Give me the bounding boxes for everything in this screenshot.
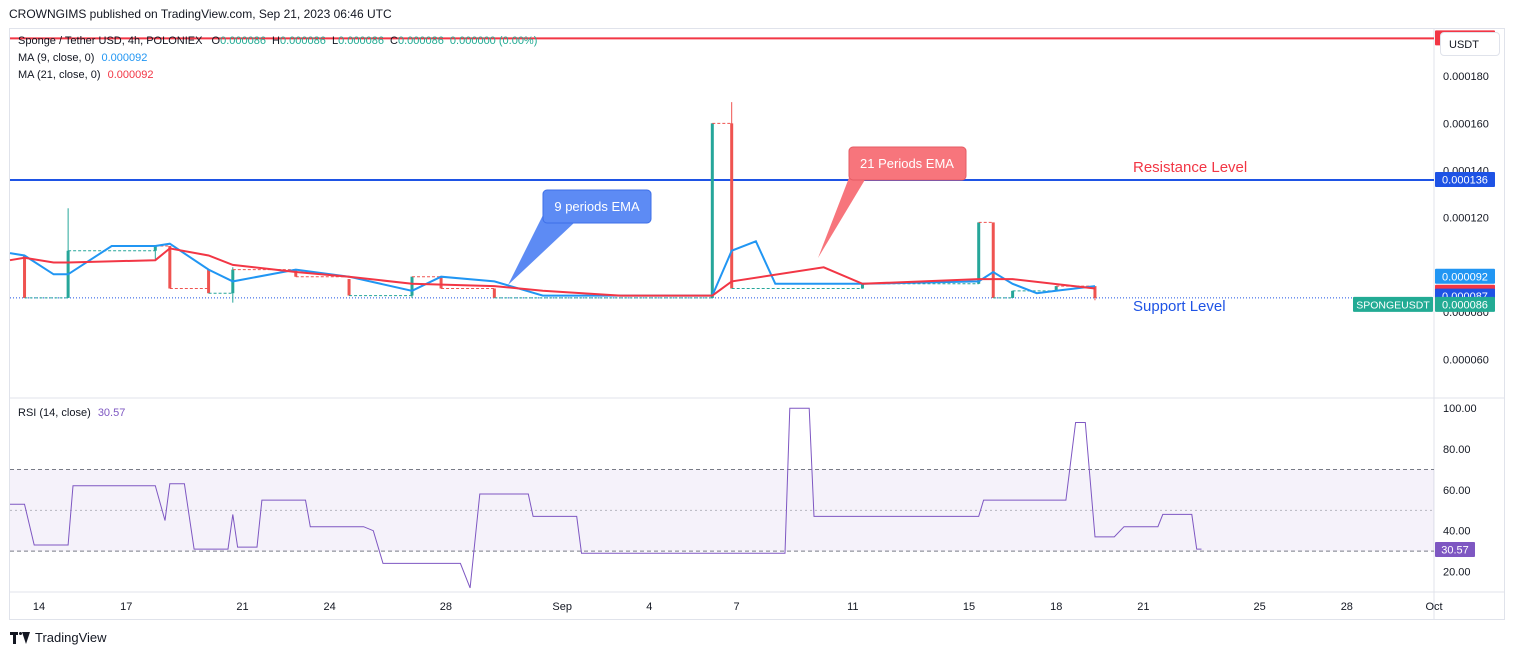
candle-down	[1093, 286, 1097, 298]
callout-9-pointer	[508, 215, 575, 285]
price-tick-label: 0.000060	[1443, 354, 1489, 366]
callout-9-text: 9 periods EMA	[554, 199, 640, 214]
time-tick-label: 28	[440, 601, 452, 613]
candle-up	[153, 246, 157, 251]
candle-down	[347, 279, 351, 296]
time-tick-label: 21	[236, 601, 248, 613]
time-tick-label: 24	[324, 601, 336, 613]
rsi-label: RSI (14, close)	[18, 407, 91, 419]
level-label: Resistance Level	[1133, 159, 1247, 176]
rsi-tick-label: 20.00	[1443, 567, 1471, 579]
rsi-badge-value: 30.57	[1441, 544, 1469, 556]
rsi-tick-label: 40.00	[1443, 526, 1471, 538]
horizontal-levels: Resistance Level Support Level	[10, 37, 1434, 315]
high-label: H	[272, 35, 280, 47]
level-label: Support Level	[1133, 298, 1226, 315]
ma21-label: MA (21, close, 0)	[18, 69, 101, 81]
rsi-pane	[10, 407, 1434, 589]
rsi-tick-label: 100.00	[1443, 403, 1477, 415]
close-label: C	[390, 35, 398, 47]
gridlines	[10, 28, 1505, 620]
rsi-badge	[1435, 541, 1475, 557]
time-tick-label: Sep	[552, 601, 572, 613]
callout-21-pointer	[818, 170, 866, 258]
candle-down	[207, 269, 211, 294]
open-label: O	[211, 35, 221, 47]
ma9-line	[9, 240, 1096, 297]
candle-down	[168, 246, 172, 289]
close-value: 0.000086	[397, 35, 444, 47]
time-tick-label: 14	[33, 601, 45, 613]
candle-down	[294, 269, 298, 277]
time-tick-label: 11	[847, 601, 858, 613]
candle-down	[991, 222, 995, 298]
currency-button[interactable]: USDT	[1440, 32, 1500, 56]
callout-9-box	[542, 189, 652, 224]
open-value: 0.000086	[220, 35, 266, 47]
symbol-name: Sponge / Tether USD, 4h, POLONIEX	[18, 35, 203, 47]
ma9-value: 0.000092	[101, 52, 148, 64]
time-tick-label: 25	[1254, 601, 1266, 613]
tradingview-footer: TradingView	[10, 628, 107, 648]
time-tick-label: 21	[1137, 601, 1149, 613]
price-badge-value: 0.000086	[1442, 299, 1488, 311]
price-badge-value: 0.000092	[1442, 271, 1488, 283]
candle-up	[977, 222, 981, 284]
callout-21-box	[848, 146, 967, 181]
time-tick-label: 17	[120, 601, 132, 613]
tradingview-logo-icon	[10, 632, 30, 644]
high-value: 0.000086	[279, 35, 326, 47]
candle-series	[23, 102, 1097, 303]
price-badge	[1435, 296, 1495, 312]
candle-up	[710, 123, 714, 298]
candle-up	[860, 283, 864, 289]
annotations: 9 periods EMA 21 Periods EMA	[508, 146, 967, 285]
candle-down	[492, 288, 496, 298]
ma21-line	[9, 247, 1096, 297]
candle-down	[439, 276, 443, 289]
price-tick-label: 0.000160	[1443, 118, 1489, 130]
candle-up	[410, 276, 414, 296]
last-price-tag-label: SPONGEUSDT	[1356, 299, 1430, 311]
candle-down	[23, 255, 27, 298]
ohlc-legend: Sponge / Tether USD, 4h, POLONIEX O0.000…	[18, 35, 537, 47]
price-badge-value: 0.000136	[1442, 174, 1488, 186]
time-tick-label: 4	[646, 601, 652, 613]
time-tick-label: 15	[963, 601, 975, 613]
rsi-legend[interactable]: RSI (14, close) 30.57	[18, 407, 125, 419]
price-badge	[1435, 268, 1495, 284]
footer-brand: TradingView	[35, 630, 107, 645]
publisher-header: CROWNGIMS published on TradingView.com, …	[9, 7, 392, 21]
ma21-legend[interactable]: MA (21, close, 0) 0.000092	[18, 69, 154, 81]
time-tick-label: 18	[1050, 601, 1062, 613]
change-value: 0.000000 (0.00%)	[449, 35, 538, 47]
callout-21-text: 21 Periods EMA	[860, 156, 954, 171]
price-badge	[1435, 171, 1495, 187]
candle-down	[730, 123, 734, 289]
moving-average-series	[9, 240, 1096, 297]
rsi-value: 30.57	[97, 407, 126, 419]
time-tick-label: 28	[1341, 601, 1353, 613]
low-value: 0.000086	[338, 35, 384, 47]
candle-up	[1054, 286, 1058, 291]
rsi-tick-label: 80.00	[1443, 444, 1471, 456]
candle-up	[1011, 290, 1015, 298]
rsi-line	[10, 407, 1202, 589]
ma9-label: MA (9, close, 0)	[18, 52, 95, 64]
ma21-value: 0.000092	[107, 69, 154, 81]
ma9-legend[interactable]: MA (9, close, 0) 0.000092	[18, 52, 147, 64]
time-tick-label: 7	[733, 601, 739, 613]
price-tick-label: 0.000180	[1443, 71, 1489, 83]
time-tick-label: Oct	[1425, 601, 1442, 613]
chart-frame	[9, 28, 1505, 620]
rsi-tick-label: 60.00	[1443, 485, 1471, 497]
low-label: L	[331, 35, 339, 47]
price-tick-label: 0.000120	[1443, 213, 1489, 225]
last-price-tag	[1353, 296, 1433, 312]
